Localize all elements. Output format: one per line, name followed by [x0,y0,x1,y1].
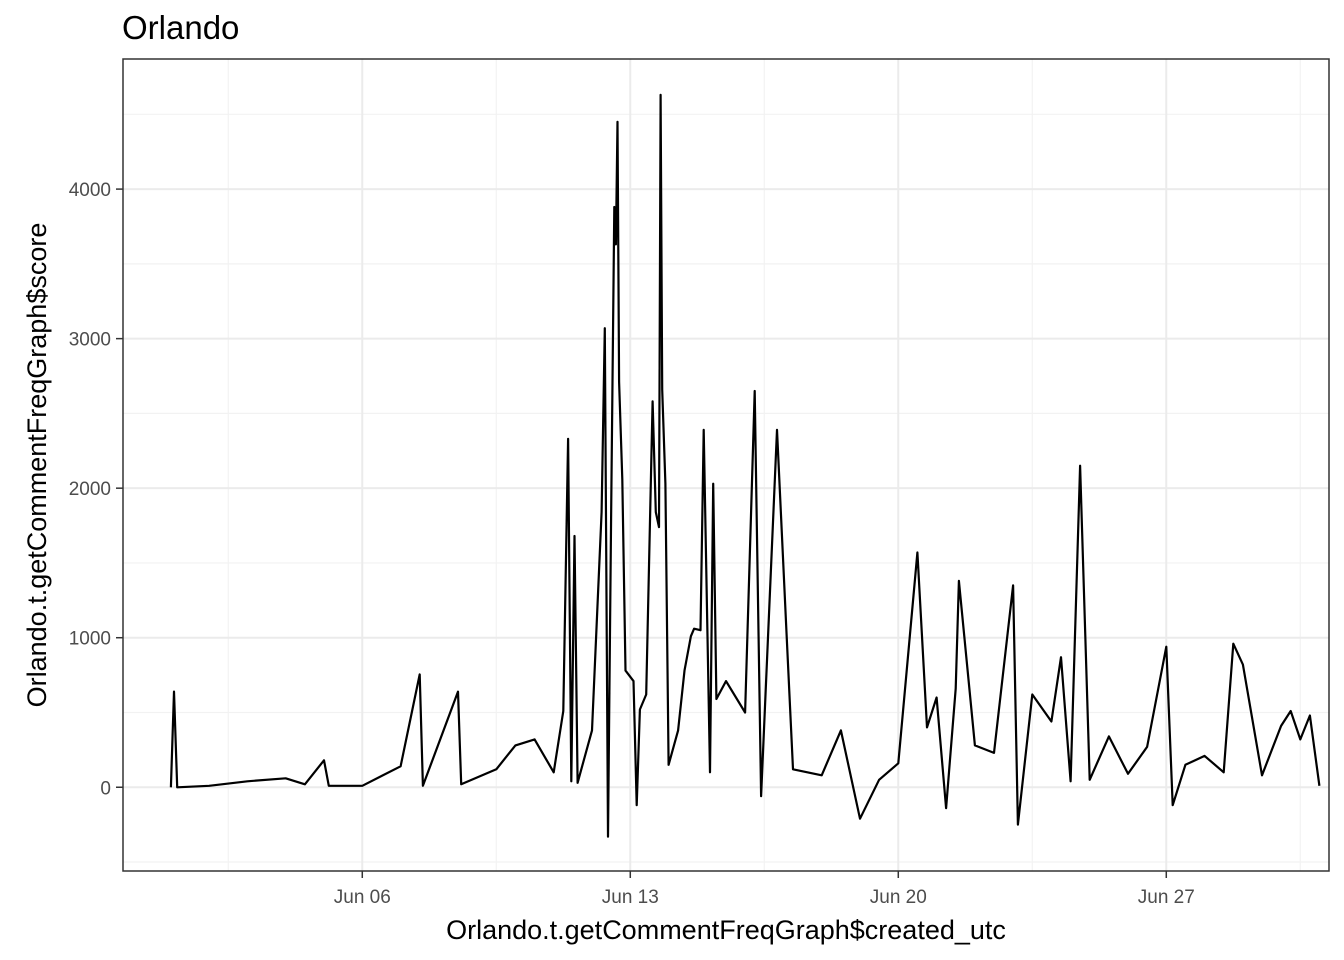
chart-title: Orlando [122,9,239,46]
y-axis-title: Orlando.t.getCommentFreqGraph$score [22,223,52,708]
x-axis-title: Orlando.t.getCommentFreqGraph$created_ut… [446,915,1006,945]
y-tick-label: 4000 [69,180,111,201]
grid-lines [123,59,1329,871]
series-group [169,93,1321,838]
panel-background [123,59,1329,871]
panel-border [122,58,1330,872]
y-axis: 0 1000 2000 3000 4000 [69,180,123,799]
x-tick-label: Jun 13 [602,887,659,908]
series-line [169,93,1321,838]
x-tick-label: Jun 06 [334,887,391,908]
x-tick-label: Jun 27 [1138,887,1195,908]
x-tick-label: Jun 20 [870,887,927,908]
y-tick-label: 2000 [69,479,111,500]
y-tick-label: 1000 [69,629,111,650]
x-axis: Jun 06 Jun 13 Jun 20 Jun 27 [334,871,1195,908]
y-tick-label: 3000 [69,330,111,351]
y-tick-label: 0 [100,778,111,799]
